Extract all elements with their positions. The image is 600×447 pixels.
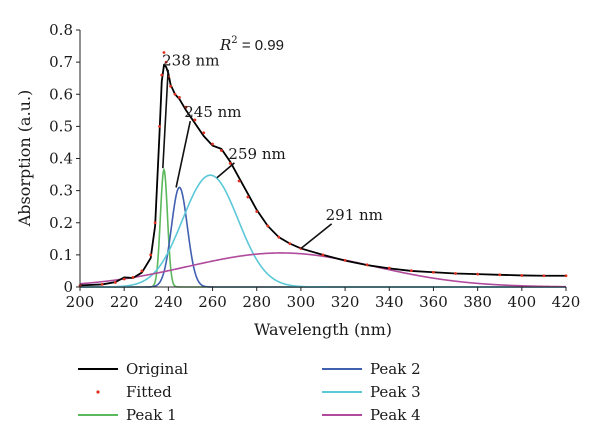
fitted-point (365, 263, 369, 267)
fitted-point (100, 283, 104, 286)
y-tick-label: 0.8 (49, 21, 73, 39)
annotation-leader (175, 120, 192, 188)
fitted-point (255, 210, 259, 213)
peak-annotation-label: 238 nm (162, 52, 219, 70)
y-tick-label: 0.2 (49, 214, 73, 232)
peak-1-curve (80, 167, 566, 288)
fitted-point (202, 131, 206, 135)
fitted-point (432, 270, 435, 274)
fitted-point (476, 272, 480, 276)
r2-superscript: 2 (231, 35, 237, 46)
fitted-point (113, 281, 117, 284)
fitted-point (498, 273, 502, 277)
fitted-point (153, 221, 157, 225)
fitted-point (164, 60, 168, 64)
fitted-point (542, 274, 546, 278)
peak-4-curve (79, 252, 567, 288)
fitted-point (149, 253, 153, 257)
fitted-point (169, 84, 172, 88)
x-tick-label: 400 (507, 293, 536, 311)
fitted-point (122, 277, 126, 281)
curves-layer (78, 51, 568, 288)
x-tick-label: 300 (287, 293, 316, 311)
fitted-point (387, 266, 391, 270)
legend-label: Fitted (126, 383, 172, 401)
legend: Original Fitted Peak 1 Peak 2 Peak 3 Peak 4 (78, 360, 421, 424)
fitted-point (131, 275, 135, 279)
fitted-point (173, 92, 177, 96)
y-tick-label: 0.3 (49, 182, 73, 200)
fitted-point (454, 272, 457, 275)
fitted-point (178, 96, 181, 99)
fitted-point (409, 269, 413, 273)
x-tick-label: 360 (419, 293, 448, 311)
fitted-point (277, 235, 281, 239)
annotation-leader (162, 69, 169, 169)
legend-label: Peak 3 (370, 383, 421, 401)
x-tick-label: 200 (66, 293, 95, 311)
original-curve (79, 63, 566, 287)
fitted-point (246, 195, 250, 199)
fitted-point (343, 258, 347, 262)
fitted-point (564, 274, 568, 278)
x-tick-label: 420 (552, 293, 581, 311)
y-ticks: 0 0.1 0.2 0.3 0.4 0.5 0.6 0.7 0.8 (49, 21, 80, 296)
y-tick-label: 0 (63, 278, 73, 296)
fitted-point (158, 124, 161, 128)
fitted-point (184, 105, 188, 109)
legend-label: Original (126, 360, 188, 378)
x-tick-label: 340 (375, 293, 404, 311)
fitted-point (266, 224, 270, 228)
x-tick-label: 220 (110, 293, 139, 311)
fitted-point (219, 149, 223, 152)
annotation-leader (216, 162, 235, 179)
x-tick-label: 240 (154, 293, 183, 311)
peak-annotation-label: 291 nm (326, 206, 383, 224)
fitted-point (162, 51, 166, 54)
x-tick-label: 380 (463, 293, 492, 311)
peak-annotation-label: 259 nm (228, 145, 285, 163)
r2-annotation: R2 = 0.99 (219, 35, 284, 54)
fitted-point (520, 274, 524, 277)
y-tick-label: 0.6 (49, 85, 73, 103)
fitted-point (193, 118, 197, 122)
fitted-point (228, 161, 232, 165)
peak-annotation-label: 245 nm (184, 103, 241, 121)
x-tick-label: 280 (242, 293, 271, 311)
legend-label: Peak 2 (370, 360, 421, 378)
r2-suffix: = 0.99 (238, 37, 284, 54)
legend-label: Peak 4 (370, 406, 421, 424)
fitted-point (288, 242, 292, 246)
fitted-point (321, 253, 325, 257)
y-tick-label: 0.1 (49, 246, 73, 264)
fitted-point (237, 179, 241, 183)
fitted-point (211, 142, 214, 146)
legend-label: Peak 1 (126, 406, 177, 424)
x-tick-label: 320 (331, 293, 360, 311)
y-tick-label: 0.5 (49, 117, 73, 135)
y-axis-title: Absorption (a.u.) (15, 90, 34, 228)
x-ticks: 200 220 240 260 280 300 320 340 360 380 400 420 (66, 287, 581, 311)
r2-prefix: R (219, 36, 231, 54)
peak-annotations: 238 nm 245 nm 259 nm 291 nm (162, 52, 383, 250)
fitted-point (140, 269, 144, 273)
x-tick-label: 260 (198, 293, 227, 311)
x-axis-title: Wavelength (nm) (254, 320, 392, 339)
legend-swatch (96, 390, 100, 394)
fitted-point (160, 73, 164, 77)
y-tick-label: 0.7 (49, 53, 73, 71)
y-tick-label: 0.4 (49, 150, 73, 168)
annotation-leader (300, 223, 333, 250)
